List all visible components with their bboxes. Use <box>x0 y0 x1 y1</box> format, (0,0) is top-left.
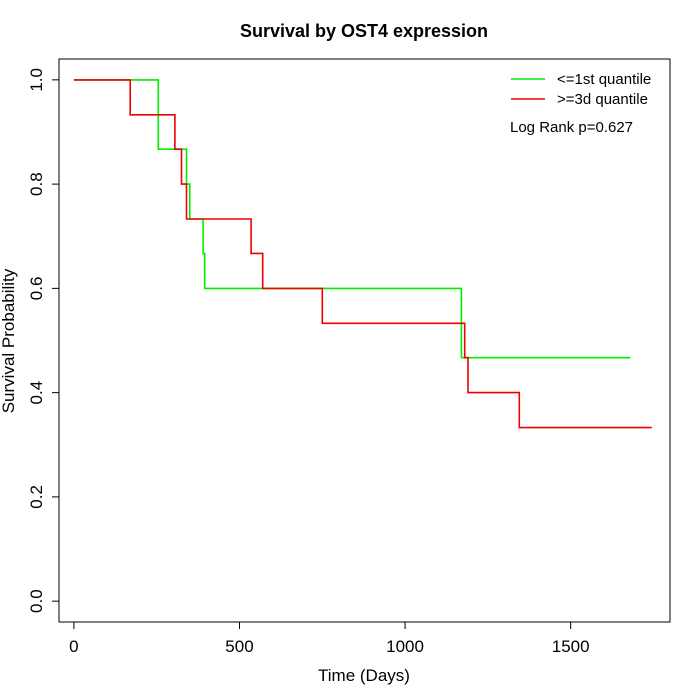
y-axis: 0.0 0.2 0.4 0.6 0.8 1.0 <box>27 68 60 613</box>
y-tick-label: 0.6 <box>27 277 46 301</box>
x-tick-label: 500 <box>225 637 253 656</box>
y-tick-label: 0.0 <box>27 589 46 613</box>
logrank-annotation: Log Rank p=0.627 <box>510 119 633 136</box>
y-tick-label: 0.2 <box>27 485 46 509</box>
series-layer <box>73 79 652 429</box>
x-tick-label: 1000 <box>386 637 424 656</box>
y-tick-label: 0.4 <box>27 381 46 405</box>
plot-frame <box>58 58 671 623</box>
legend-label: >=3d quantile <box>557 91 648 108</box>
chart-title: Survival by OST4 expression <box>240 21 488 41</box>
x-axis: 0 500 1000 1500 <box>69 621 590 656</box>
x-tick-label: 1500 <box>552 637 590 656</box>
y-axis-label: Survival Probability <box>0 268 18 413</box>
legend-label: <=1st quantile <box>557 71 651 88</box>
x-tick-label: 0 <box>69 637 78 656</box>
survival-curve-2 <box>73 79 652 429</box>
y-tick-label: 1.0 <box>27 68 46 92</box>
y-tick-label: 0.8 <box>27 172 46 196</box>
x-axis-label: Time (Days) <box>318 666 410 685</box>
legend: <=1st quantile >=3d quantile <box>511 71 651 108</box>
